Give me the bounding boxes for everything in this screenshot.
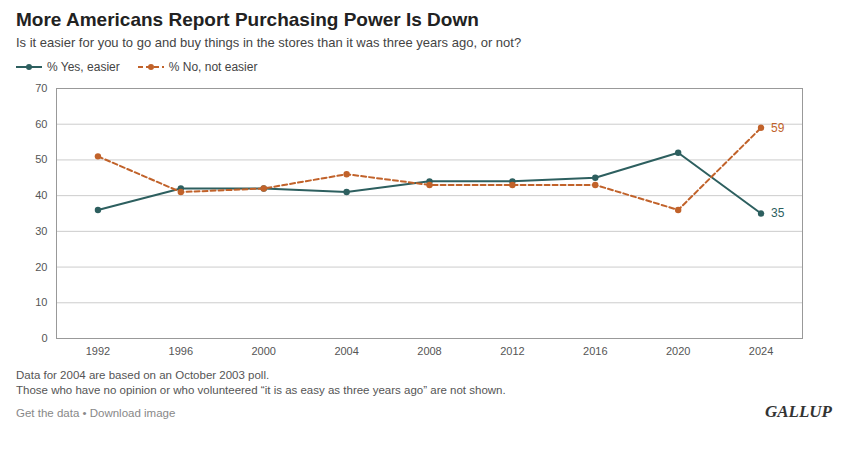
svg-text:2004: 2004 [334, 345, 358, 357]
html-text:% Yes, easier: % Yes, easier [47, 60, 120, 74]
svg-text:20: 20 [35, 261, 47, 273]
html-text:Data for 2004 are based on an: Data for 2004 are based on an October 20… [16, 369, 270, 381]
html-text:Is it easier for you to go and: Is it easier for you to go and buy thing… [16, 35, 522, 50]
svg-text:40: 40 [35, 189, 47, 201]
svg-text:2012: 2012 [500, 345, 524, 357]
svg-text:30: 30 [35, 225, 47, 237]
svg-text:59: 59 [771, 121, 785, 135]
svg-text:0: 0 [41, 332, 47, 344]
html-text:Get the data • Download image: Get the data • Download image [16, 407, 176, 419]
svg-text:1996: 1996 [169, 345, 193, 357]
svg-text:2008: 2008 [417, 345, 441, 357]
svg-text:2000: 2000 [251, 345, 275, 357]
svg-text:1992: 1992 [86, 345, 110, 357]
svg-text:35: 35 [771, 206, 785, 220]
svg-text:2020: 2020 [666, 345, 690, 357]
svg-text:2024: 2024 [749, 345, 773, 357]
svg-text:2016: 2016 [583, 345, 607, 357]
html-text:More Americans Report Purchasi: More Americans Report Purchasing Power I… [16, 9, 479, 30]
html-text:Those who have no opinion or w: Those who have no opinion or who volunte… [16, 384, 506, 396]
svg-text:10: 10 [35, 296, 47, 308]
html-text:% No, not easier: % No, not easier [168, 60, 258, 74]
svg-text:50: 50 [35, 153, 47, 165]
svg-text:60: 60 [35, 118, 47, 130]
html-text:GALLUP: GALLUP [765, 402, 832, 421]
svg-text:70: 70 [35, 82, 47, 94]
